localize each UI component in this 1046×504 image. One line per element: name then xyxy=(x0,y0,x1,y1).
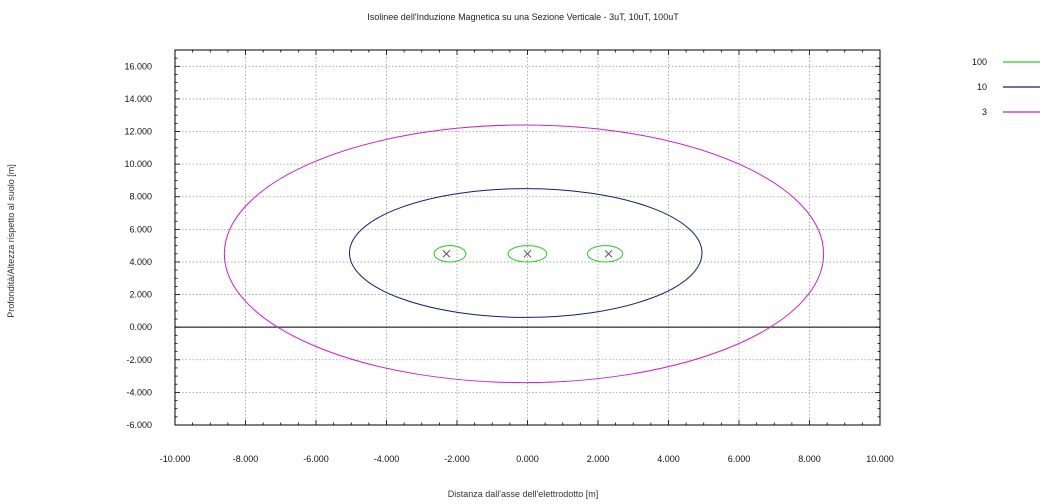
y-axis-label: Profondità/Altezza rispetto al suolo [m] xyxy=(6,164,16,318)
conductor-marker xyxy=(523,249,532,258)
x-tick-label: 8.000 xyxy=(798,454,821,464)
legend-label: 100 xyxy=(972,57,987,67)
x-tick-label: -2.000 xyxy=(444,454,470,464)
conductor-stroke xyxy=(604,249,613,258)
y-tick-label: 0.000 xyxy=(129,322,152,332)
x-tick-label: 2.000 xyxy=(587,454,610,464)
ticks xyxy=(174,49,881,426)
x-tick-label: 6.000 xyxy=(728,454,751,464)
x-axis-label: Distanza dall'asse dell'elettrodotto [m] xyxy=(448,489,599,499)
isoline-3 xyxy=(223,124,825,384)
conductor-marker xyxy=(604,249,613,258)
y-tick-label: 2.000 xyxy=(129,290,152,300)
isolines xyxy=(223,124,825,384)
x-tick-label: 10.000 xyxy=(866,454,894,464)
y-tick-label: -6.000 xyxy=(126,420,152,430)
isoline-100 xyxy=(586,245,624,263)
y-tick-label: 4.000 xyxy=(129,257,152,267)
isoline-100 xyxy=(433,245,467,263)
y-tick-label: 14.000 xyxy=(124,94,152,104)
conductor-marker xyxy=(442,249,451,258)
x-tick-label: -8.000 xyxy=(233,454,259,464)
chart-title: Isolinee dell'Induzione Magnetica su una… xyxy=(367,12,679,22)
isoline-100 xyxy=(507,245,548,263)
grid xyxy=(175,50,880,425)
y-tick-label: 8.000 xyxy=(129,192,152,202)
x-tick-label: 4.000 xyxy=(657,454,680,464)
y-tick-label: 12.000 xyxy=(124,127,152,137)
x-tick-label: -10.000 xyxy=(160,454,191,464)
y-tick-label: 6.000 xyxy=(129,224,152,234)
legend-label: 3 xyxy=(982,107,987,117)
y-tick-label: -2.000 xyxy=(126,355,152,365)
legend-label: 10 xyxy=(977,82,987,92)
y-tick-label: -4.000 xyxy=(126,387,152,397)
isoline-10 xyxy=(348,188,703,318)
y-tick-labels: -6.000 -4.000 -2.000 0.000 2.000 4.000 6.000 8.… xyxy=(124,61,152,430)
x-tick-label: 0.000 xyxy=(516,454,539,464)
x-tick-label: -4.000 xyxy=(374,454,400,464)
x-tick-label: -6.000 xyxy=(303,454,329,464)
y-tick-label: 16.000 xyxy=(124,61,152,71)
y-tick-label: 10.000 xyxy=(124,159,152,169)
conductors xyxy=(442,249,613,258)
conductor-stroke xyxy=(442,249,451,258)
x-tick-labels: -10.000 -8.000 -6.000 -4.000 -2.000 0.000 2.00… xyxy=(160,454,894,464)
conductor-stroke xyxy=(523,249,532,258)
legend: 100 10 3 xyxy=(972,57,1040,117)
